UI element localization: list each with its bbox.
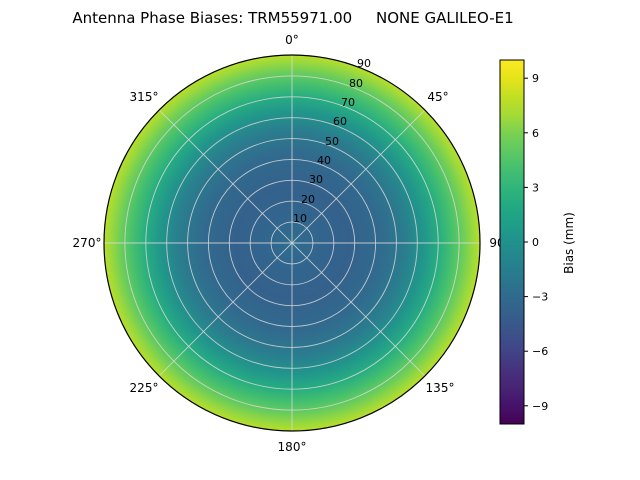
colorbar-axis-label: Bias (mm)	[562, 212, 576, 274]
cbar-label-n9: −9	[532, 400, 548, 413]
cbar-label-3: 3	[532, 181, 539, 194]
r-tick-60: 60	[333, 115, 347, 128]
cbar-label-6: 6	[532, 127, 539, 140]
r-tick-40: 40	[317, 154, 331, 167]
theta-label-225: 225°	[130, 381, 159, 395]
r-tick-70: 70	[341, 96, 355, 109]
colorbar-gradient	[499, 59, 525, 425]
cbar-label-n6: −6	[532, 345, 548, 358]
theta-label-270: 270°	[73, 236, 102, 250]
r-tick-50: 50	[325, 135, 339, 148]
polar-outline	[103, 54, 481, 432]
theta-label-0: 0°	[285, 33, 299, 47]
polar-grid-spokes	[104, 55, 480, 431]
r-tick-30: 30	[309, 173, 323, 186]
chart-title: Antenna Phase Biases: TRM55971.00 NONE G…	[72, 9, 514, 27]
theta-label-135: 135°	[426, 381, 455, 395]
theta-label-180: 180°	[278, 440, 307, 454]
colorbar: 9 6 3 0 −3 −6 −9 Bias (mm)	[499, 59, 576, 425]
spoke-135-315	[158, 109, 426, 377]
r-tick-80: 80	[349, 77, 363, 90]
cbar-label-0: 0	[532, 236, 539, 249]
radial-tick-labels: 10 20 30 40 50 60 70 80 90	[293, 57, 371, 225]
r-tick-20: 20	[301, 193, 315, 206]
theta-label-315: 315°	[130, 90, 159, 104]
r-tick-10: 10	[293, 212, 307, 225]
colorbar-tick-labels: 9 6 3 0 −3 −6 −9	[532, 72, 548, 413]
colorbar-ticks	[524, 77, 528, 407]
theta-label-45: 45°	[427, 90, 448, 104]
cbar-label-n3: −3	[532, 291, 548, 304]
r-tick-90: 90	[357, 57, 371, 70]
cbar-label-9: 9	[532, 72, 539, 85]
